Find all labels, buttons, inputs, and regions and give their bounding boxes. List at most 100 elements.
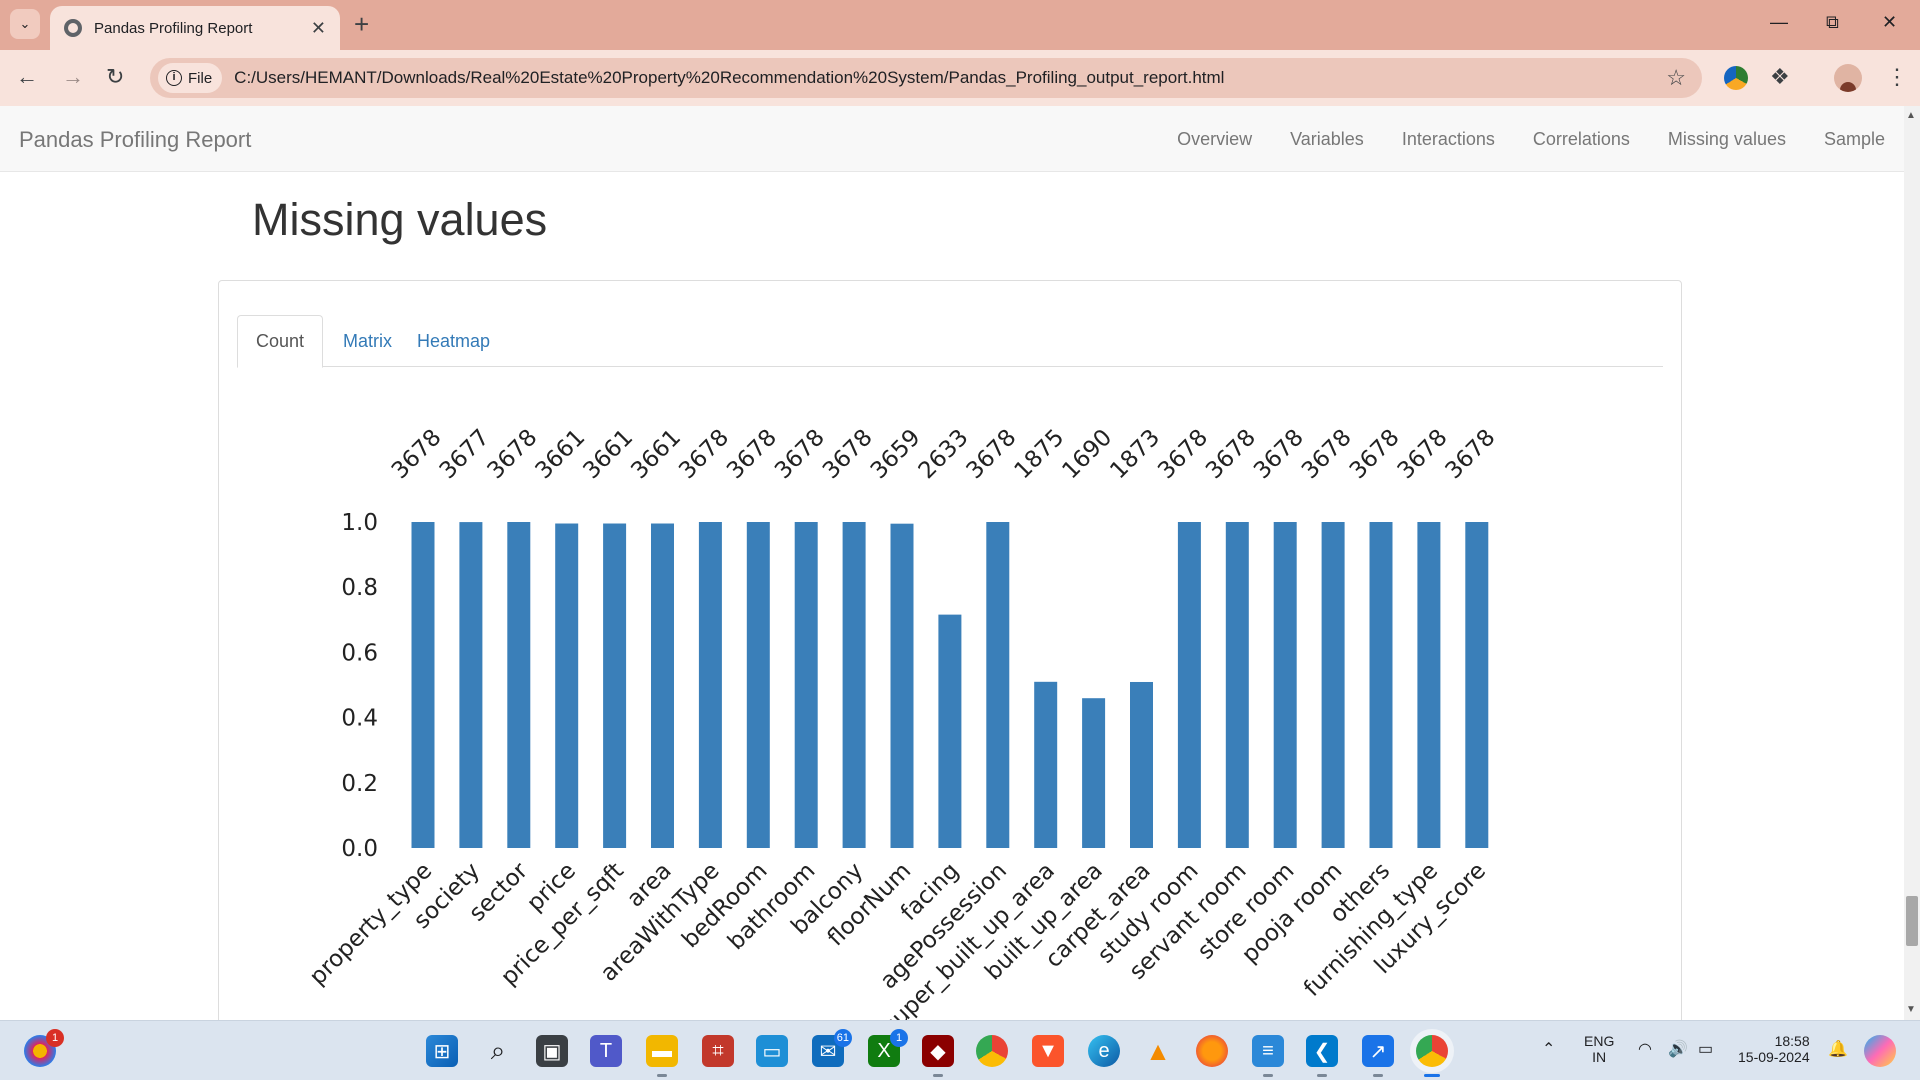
nav-link-missing-values[interactable]: Missing values xyxy=(1667,128,1786,149)
running-indicator xyxy=(1263,1074,1273,1077)
profile-avatar[interactable] xyxy=(1834,64,1862,92)
show-hidden-icons-icon[interactable]: ⌃ xyxy=(1542,1041,1556,1058)
clock-date: 15-09-2024 xyxy=(1738,1049,1810,1065)
clock[interactable]: 18:58 15-09-2024 xyxy=(1738,1033,1810,1065)
chevron-down-icon: ⌄ xyxy=(19,16,31,31)
vscode-icon[interactable]: ❮ xyxy=(1306,1035,1338,1077)
remote-desktop-icon[interactable]: ▭ xyxy=(756,1035,788,1067)
bar-price xyxy=(555,523,579,848)
missing-count-bar-chart: 0.00.20.40.60.81.03678property_type3677s… xyxy=(305,424,1501,1020)
notification-badge: 1 xyxy=(46,1029,64,1047)
bar-agepossession xyxy=(986,522,1010,848)
url-text[interactable]: C:/Users/HEMANT/Downloads/Real%20Estate%… xyxy=(234,68,1225,87)
more-menu-icon[interactable]: ⋮ xyxy=(1886,64,1908,89)
scroll-down-arrow-icon[interactable]: ▼ xyxy=(1906,1004,1916,1015)
volume-icon[interactable]: 🔊 xyxy=(1668,1041,1688,1058)
tab-search-button[interactable]: ⌄ xyxy=(10,9,40,39)
bar-price-per-sqft xyxy=(603,523,627,848)
site-info-chip[interactable]: i File xyxy=(158,63,223,93)
search-icon[interactable]: ⌕ xyxy=(490,1035,506,1065)
running-indicator xyxy=(657,1074,667,1077)
language-code: ENG xyxy=(1584,1033,1615,1049)
nav-link-interactions[interactable]: Interactions xyxy=(1401,128,1495,149)
count-label: 1875 xyxy=(1010,424,1070,484)
xbox-badge: 1 xyxy=(890,1029,908,1047)
firefox-icon[interactable] xyxy=(1196,1035,1228,1067)
tab-count[interactable]: Count xyxy=(237,315,324,368)
app-icon-dark-red[interactable]: ◆ xyxy=(922,1035,954,1077)
count-label: 3678 xyxy=(818,424,878,484)
wifi-icon[interactable]: ◠ xyxy=(1638,1041,1652,1058)
extensions-puzzle-icon[interactable]: ❖ xyxy=(1770,64,1790,89)
reload-icon[interactable]: ↻ xyxy=(106,64,125,89)
new-tab-button[interactable]: + xyxy=(354,9,370,39)
nav-link-correlations[interactable]: Correlations xyxy=(1532,128,1630,149)
running-indicator xyxy=(933,1074,943,1077)
browser-tab[interactable]: Pandas Profiling Report ✕ xyxy=(50,6,340,50)
extension-globe-icon[interactable] xyxy=(1724,66,1748,90)
nav-link-variables[interactable]: Variables xyxy=(1290,128,1364,149)
chrome-icon[interactable] xyxy=(976,1035,1008,1067)
y-tick-label: 1.0 xyxy=(341,510,378,536)
bar-balcony xyxy=(842,522,866,848)
notepad-icon[interactable]: ≡ xyxy=(1252,1035,1284,1077)
y-tick-label: 0.2 xyxy=(341,771,378,797)
y-tick-label: 0.6 xyxy=(341,640,378,666)
vertical-scrollbar[interactable] xyxy=(1904,106,1920,1020)
navbar-brand[interactable]: Pandas Profiling Report xyxy=(19,127,252,152)
bar-study-room xyxy=(1177,522,1201,848)
scrollbar-thumb[interactable] xyxy=(1906,896,1918,946)
nav-link-overview[interactable]: Overview xyxy=(1177,128,1253,149)
bar-bedroom xyxy=(746,522,770,848)
tab-matrix[interactable]: Matrix xyxy=(343,330,392,351)
back-icon[interactable]: ← xyxy=(16,64,38,89)
count-label: 3678 xyxy=(1249,424,1309,484)
count-label: 3678 xyxy=(483,424,543,484)
bookmark-star-icon[interactable]: ☆ xyxy=(1666,65,1686,90)
bar-floornum xyxy=(890,523,914,848)
count-label: 3661 xyxy=(626,424,686,484)
bar-luxury-score xyxy=(1465,522,1489,848)
start-windows-icon[interactable]: ⊞ xyxy=(426,1035,458,1067)
chrome-active-icon[interactable] xyxy=(1416,1035,1448,1077)
battery-icon[interactable]: ▭ xyxy=(1698,1041,1714,1058)
nav-link-sample[interactable]: Sample xyxy=(1823,128,1885,149)
running-indicator xyxy=(1317,1074,1327,1077)
bar-super-built-up-area xyxy=(1034,681,1058,848)
file-explorer-icon[interactable]: ▬ xyxy=(646,1035,678,1077)
forward-icon[interactable]: → xyxy=(62,64,84,89)
task-view-icon[interactable]: ▣ xyxy=(536,1035,568,1067)
restore-icon[interactable]: ⧉ xyxy=(1826,12,1839,32)
count-label: 3678 xyxy=(1393,424,1453,484)
minimize-icon[interactable]: — xyxy=(1770,12,1788,32)
bar-servant-room xyxy=(1225,522,1249,848)
tab-heatmap[interactable]: Heatmap xyxy=(417,330,491,351)
copilot-icon[interactable] xyxy=(1864,1035,1896,1067)
missing-values-tabs: Count Matrix Heatmap xyxy=(237,315,1663,368)
scroll-up-arrow-icon[interactable]: ▲ xyxy=(1906,110,1916,121)
notification-bell-icon[interactable]: 🔔 xyxy=(1828,1041,1848,1058)
language-indicator[interactable]: ENG IN xyxy=(1584,1033,1614,1065)
mail-icon[interactable]: ✉ 61 xyxy=(812,1029,852,1067)
region-code: IN xyxy=(1592,1049,1607,1065)
app-icon-red-grid[interactable]: ⌗ xyxy=(702,1035,734,1067)
app-icon-blue-chart[interactable]: ↗ xyxy=(1362,1035,1394,1077)
brave-icon[interactable]: ▼ xyxy=(1032,1035,1064,1067)
count-label: 3678 xyxy=(1345,424,1405,484)
count-label: 3678 xyxy=(387,424,447,484)
count-label: 3678 xyxy=(770,424,830,484)
teams-icon[interactable]: T xyxy=(590,1035,622,1067)
running-indicator xyxy=(1373,1074,1383,1077)
count-label: 3678 xyxy=(1153,424,1213,484)
count-label: 3678 xyxy=(1441,424,1501,484)
close-icon[interactable]: ✕ xyxy=(310,17,326,38)
address-bar[interactable]: i File C:/Users/HEMANT/Downloads/Real%20… xyxy=(150,58,1702,98)
edge-icon[interactable]: e xyxy=(1088,1035,1120,1067)
navbar-links: Overview Variables Interactions Correlat… xyxy=(1158,106,1904,172)
bar-store-room xyxy=(1273,522,1297,848)
close-window-icon[interactable]: ✕ xyxy=(1882,12,1898,32)
widgets-icon[interactable]: 1 xyxy=(24,1029,64,1067)
vlc-icon[interactable]: ▲ xyxy=(1145,1035,1171,1066)
